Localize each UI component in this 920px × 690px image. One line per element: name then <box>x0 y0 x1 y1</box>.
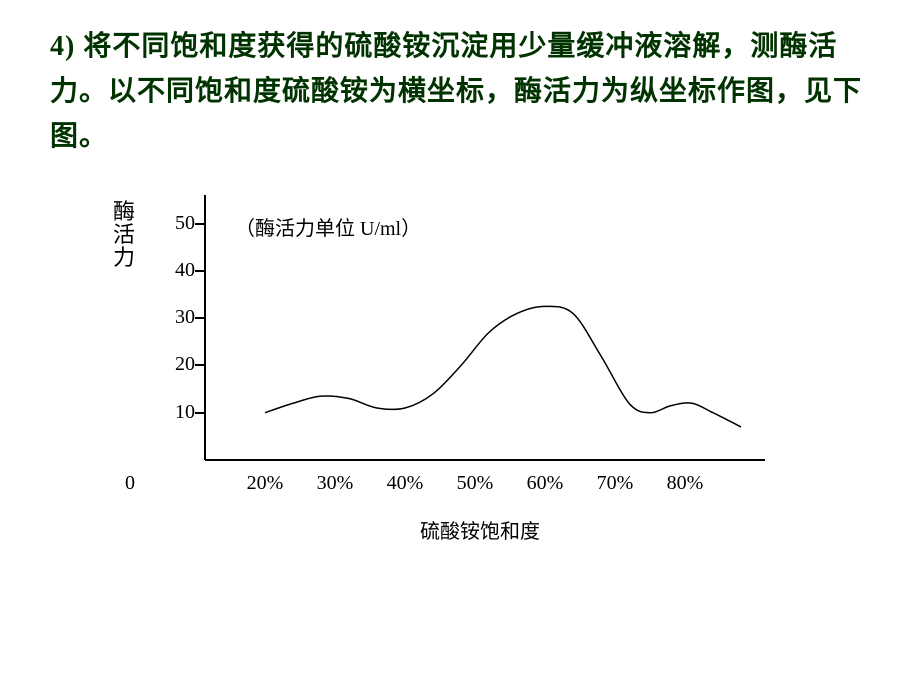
chart-svg <box>110 190 825 470</box>
page-title: 4) 将不同饱和度获得的硫酸铵沉淀用少量缓冲液溶解，测酶活力。以不同饱和度硫酸铵… <box>50 25 890 159</box>
xtick-label: 80% <box>667 472 704 495</box>
x-axis-label: 硫酸铵饱和度 <box>420 515 540 544</box>
xtick-label: 70% <box>597 472 634 495</box>
xtick-label: 40% <box>387 472 424 495</box>
xtick-label: 60% <box>527 472 564 495</box>
x-origin-label: 0 <box>125 472 135 495</box>
enzyme-activity-curve <box>265 306 741 427</box>
xtick-label: 20% <box>247 472 284 495</box>
xtick-label: 30% <box>317 472 354 495</box>
enzyme-activity-chart: 酶 活 力 （酶活力单位 U/ml） 1020304050 0 20%30%40… <box>110 190 810 610</box>
xtick-label: 50% <box>457 472 494 495</box>
